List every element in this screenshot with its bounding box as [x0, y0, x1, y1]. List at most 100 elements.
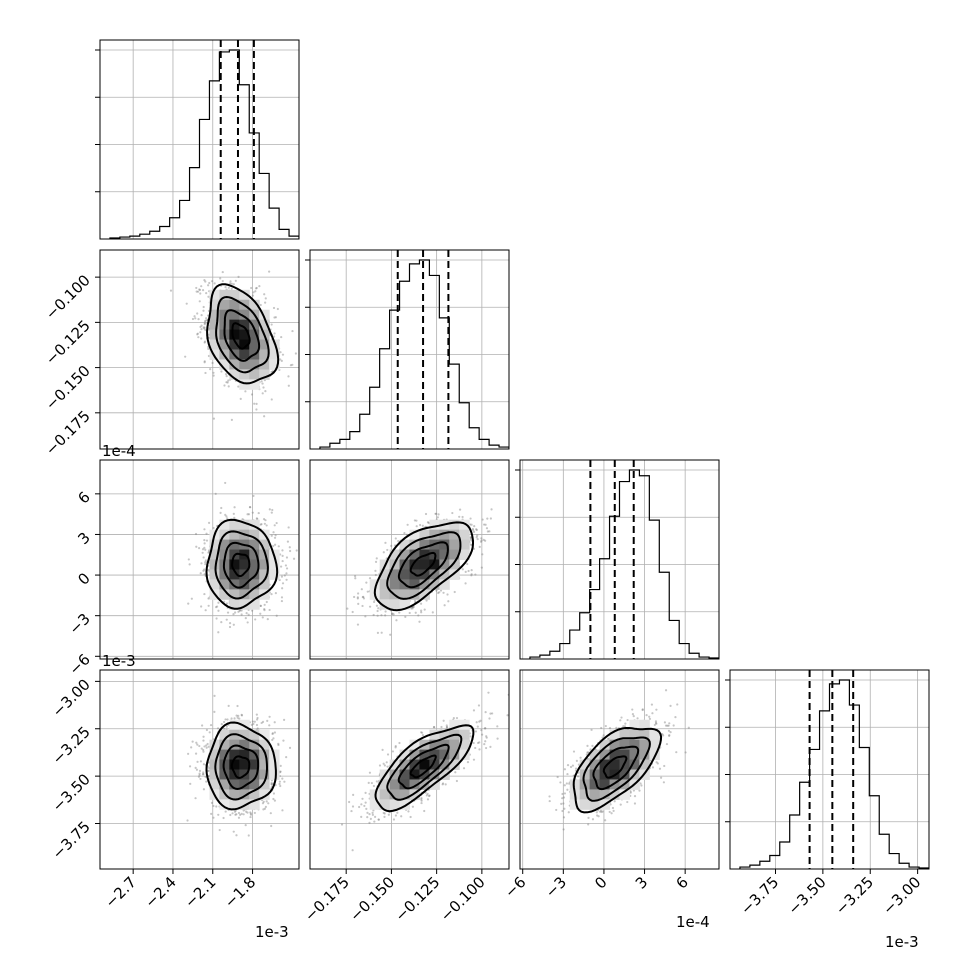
sample-point	[279, 358, 282, 361]
sample-point	[357, 592, 360, 595]
density-cell	[229, 759, 240, 770]
x-tick-label: −1.8	[221, 873, 259, 911]
sample-point	[227, 704, 230, 707]
sample-point	[421, 524, 424, 527]
sample-point	[667, 729, 671, 732]
contour-line	[592, 745, 640, 791]
sample-point	[285, 572, 288, 575]
sample-point	[263, 607, 266, 611]
sample-point	[203, 322, 206, 325]
sample-point	[271, 732, 274, 736]
sample-point	[364, 615, 367, 618]
sample-point	[217, 609, 220, 612]
density-cell	[249, 569, 260, 580]
sample-point	[413, 519, 416, 522]
density-cell	[609, 729, 620, 741]
density-cell	[239, 749, 250, 761]
x-tick-label: −0.100	[437, 873, 489, 925]
sample-point	[650, 703, 654, 706]
density-cell	[229, 749, 240, 761]
sample-point	[484, 727, 487, 730]
density-cell	[209, 579, 220, 590]
sample-point	[632, 789, 636, 792]
density-cell	[239, 309, 250, 321]
density-cell	[239, 289, 250, 301]
sample-point	[245, 611, 248, 615]
contour-line	[397, 541, 449, 589]
scatter-panel-3-1	[309, 669, 510, 870]
sample-point	[273, 335, 276, 338]
sample-point	[629, 791, 632, 794]
sample-point	[196, 743, 199, 746]
y-tick-label: −0.125	[42, 316, 94, 368]
sample-point	[655, 722, 658, 725]
sample-point	[562, 796, 566, 799]
sample-point	[196, 290, 200, 293]
sample-point	[259, 604, 262, 607]
sample-point	[277, 545, 280, 548]
sample-point	[203, 592, 206, 596]
density-cell	[429, 739, 440, 751]
sample-point	[471, 527, 474, 531]
sample-point	[425, 599, 428, 602]
sample-point	[223, 727, 226, 730]
density-cell	[399, 789, 410, 800]
density-cell	[239, 759, 250, 770]
sample-point	[261, 802, 265, 805]
sample-point	[261, 382, 264, 385]
sample-point	[232, 613, 235, 616]
sample-point	[476, 538, 479, 541]
sample-point	[279, 784, 282, 788]
sample-point	[446, 593, 449, 596]
sample-point	[619, 719, 622, 722]
sample-point	[279, 770, 282, 773]
sample-point	[629, 790, 632, 793]
scatter-frame	[99, 669, 300, 870]
sample-point	[234, 279, 237, 282]
density-cell	[249, 729, 260, 741]
sample-point	[481, 553, 484, 556]
density-cell	[219, 759, 230, 770]
sample-point	[368, 577, 372, 580]
sample-point	[235, 714, 238, 717]
x-tick-label: −3.50	[784, 873, 829, 918]
density-cell	[249, 579, 260, 590]
sample-point	[274, 316, 277, 319]
sample-point	[596, 814, 599, 817]
density-cell	[249, 589, 260, 600]
density-cell	[219, 339, 230, 350]
density-cell	[449, 559, 460, 570]
scatter-panel-2-0	[99, 459, 300, 660]
sample-point	[209, 368, 212, 371]
sample-point	[466, 562, 469, 566]
density-cell	[439, 529, 450, 541]
density-cell	[209, 329, 220, 341]
sample-point	[371, 813, 374, 816]
sample-point	[386, 753, 390, 756]
x-offset-label: 1e-3	[885, 933, 919, 951]
sample-point	[216, 605, 219, 608]
sample-point	[469, 538, 472, 541]
sample-point	[392, 613, 395, 616]
y-offset-label: 1e-4	[102, 442, 136, 460]
sample-point	[633, 795, 637, 798]
sample-point	[280, 359, 283, 362]
y-tick-label: −0.150	[42, 362, 94, 414]
sample-point	[204, 371, 207, 375]
sample-point	[481, 518, 484, 521]
sample-point	[444, 783, 447, 786]
y-tick-label: −3	[65, 610, 93, 638]
sample-point	[281, 353, 285, 356]
sample-point	[360, 803, 363, 806]
sample-point	[285, 756, 288, 759]
density-cell	[399, 539, 410, 551]
sample-point	[250, 286, 253, 290]
sample-point	[191, 317, 195, 321]
sample-point	[291, 329, 294, 333]
sample-point	[194, 532, 198, 536]
sample-point	[445, 724, 448, 727]
x-tick-label: −3.75	[737, 873, 782, 918]
sample-point	[560, 802, 563, 805]
sample-point	[212, 804, 215, 808]
sample-point	[273, 536, 277, 539]
